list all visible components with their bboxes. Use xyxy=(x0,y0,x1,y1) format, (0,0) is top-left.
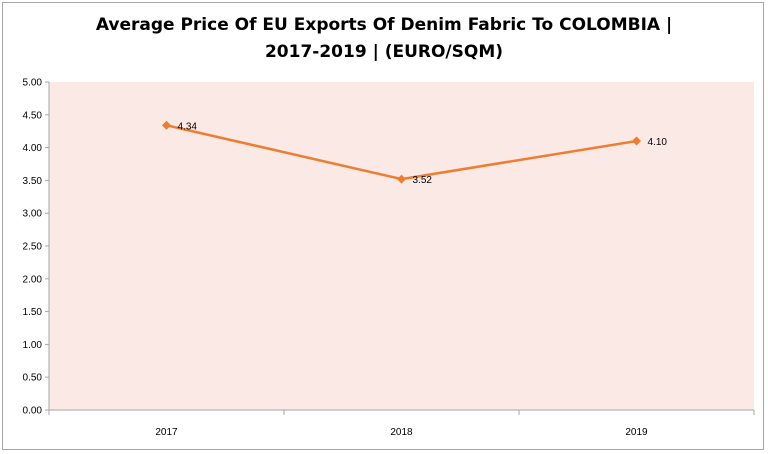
y-tick-label: 1.00 xyxy=(23,340,43,351)
y-tick-label: 3.50 xyxy=(23,176,43,187)
y-tick-label: 0.00 xyxy=(23,406,43,417)
series: 4.34 3.52 4.10 xyxy=(162,120,668,186)
plot-area xyxy=(49,82,754,410)
x-tick-label: 2017 xyxy=(155,427,178,438)
x-tick-label: 2019 xyxy=(625,427,648,438)
data-label: 4.34 xyxy=(178,121,198,132)
chart-title: Average Price Of EU Exports Of Denim Fab… xyxy=(0,12,768,66)
chart-title-line-2: 2017-2019 | (EURO/SQM) xyxy=(264,42,504,62)
y-tick-label: 4.50 xyxy=(23,110,43,121)
y-tick-label: 0.50 xyxy=(23,373,43,384)
y-tick-label: 4.00 xyxy=(23,143,43,154)
y-tick-label: 2.00 xyxy=(23,274,43,285)
y-tick-label: 5.00 xyxy=(23,78,43,89)
y-axis: 0.00 0.50 1.00 1.50 2.00 2.50 3.00 3.50 4.00 4.50… xyxy=(23,78,50,417)
x-axis: 2017 2018 2019 xyxy=(48,409,755,438)
data-point-marker xyxy=(397,174,406,184)
chart-title-line-1: Average Price Of EU Exports Of Denim Fab… xyxy=(95,15,673,35)
y-tick-label: 2.50 xyxy=(23,242,43,253)
data-point-marker xyxy=(632,136,641,146)
data-point-marker xyxy=(162,120,171,130)
y-tick-label: 1.50 xyxy=(23,307,43,318)
y-tick-label: 3.00 xyxy=(23,209,43,220)
x-tick-label: 2018 xyxy=(390,427,413,438)
data-label: 4.10 xyxy=(648,137,668,148)
data-label: 3.52 xyxy=(413,175,433,186)
